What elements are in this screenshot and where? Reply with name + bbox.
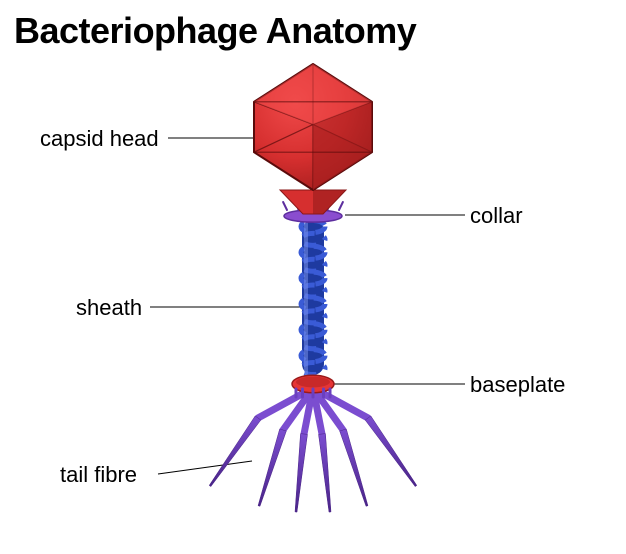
label-baseplate: baseplate bbox=[470, 372, 565, 398]
label-sheath: sheath bbox=[76, 295, 142, 321]
label-capsid-head: capsid head bbox=[40, 126, 159, 152]
label-tail-fibre: tail fibre bbox=[60, 462, 137, 488]
neck bbox=[280, 190, 346, 214]
tail-fibres bbox=[209, 388, 417, 512]
sheath bbox=[301, 220, 325, 375]
capsid-head bbox=[254, 64, 372, 190]
leader-tail-fibre bbox=[158, 461, 252, 474]
label-collar: collar bbox=[470, 203, 523, 229]
